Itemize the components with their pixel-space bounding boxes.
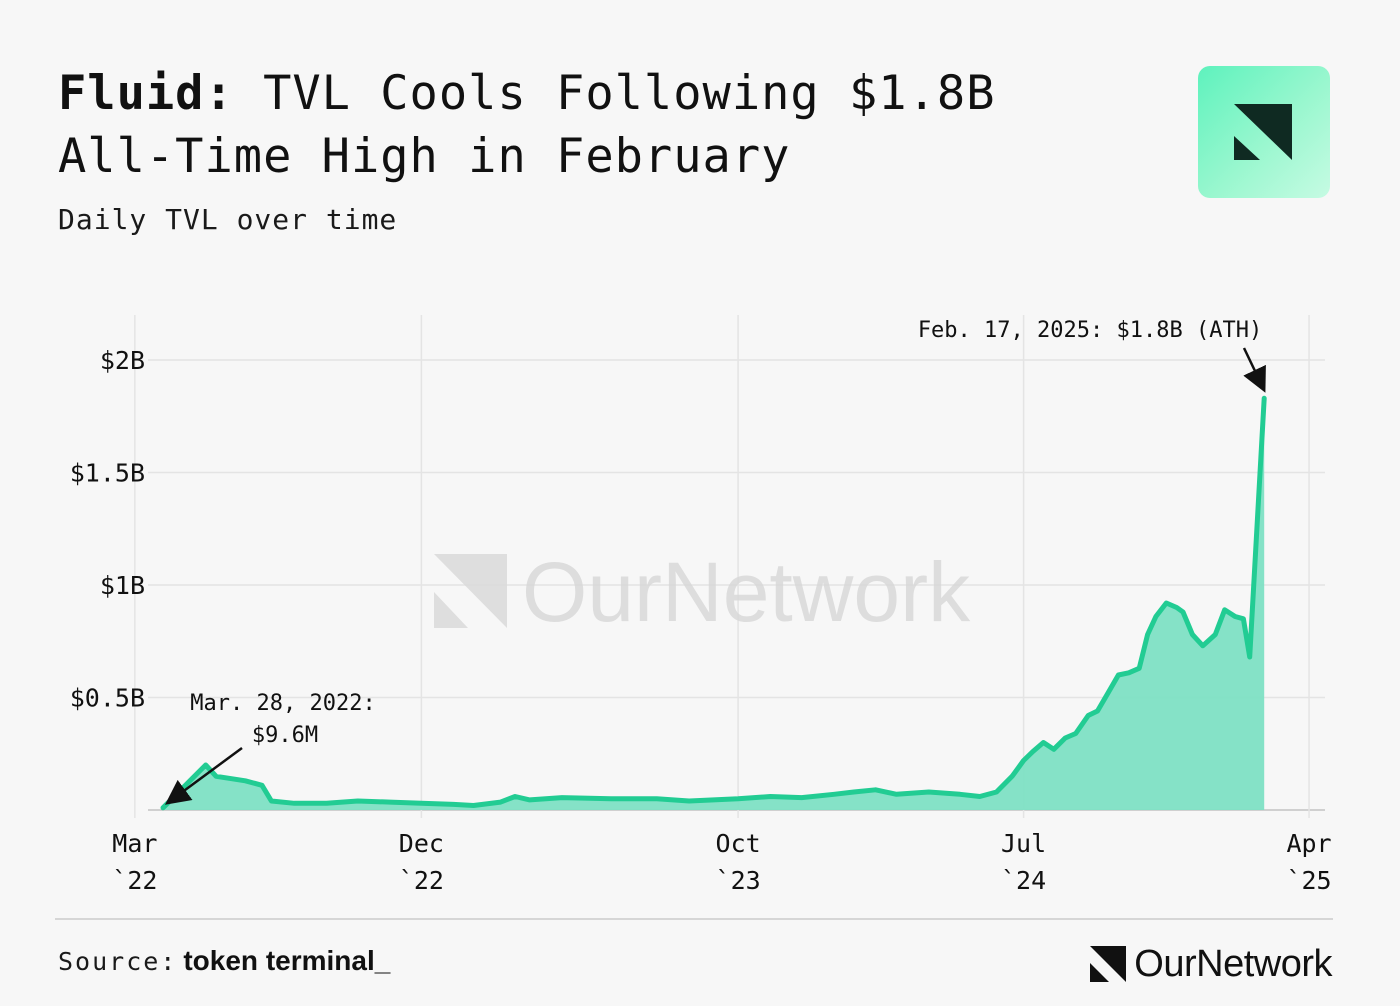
watermark-text: OurNetwork: [522, 545, 971, 639]
x-tick-year-3: `24: [1001, 866, 1046, 895]
chart-subtitle: Daily TVL over time: [58, 203, 398, 236]
title-bold-part: Fluid:: [58, 66, 234, 121]
footer-ournetwork-logo: OurNetwork: [1090, 942, 1332, 986]
x-axis: Mar `22 Dec `22 Oct `23 Jul `24 Apr `25: [112, 829, 1331, 895]
tvl-series-line: [160, 395, 1267, 811]
ournetwork-mark-icon: [1090, 946, 1127, 982]
x-tick-month-2: Oct: [716, 829, 761, 858]
footer-logo-text: OurNetwork: [1134, 942, 1332, 985]
annotations: Mar. 28, 2022: $9.6M Feb. 17, 2025: $1.8B …: [164, 318, 1266, 805]
y-tick-label-3: $2B: [100, 346, 145, 375]
x-tick-month-4: Apr: [1286, 829, 1331, 858]
title-rest-part: TVL Cools Following $1.8B All-Time High …: [58, 66, 996, 184]
annotation-ath-arrow: [1242, 347, 1266, 393]
x-tick-year-1: `22: [399, 866, 444, 895]
watermark: OurNetwork: [434, 545, 971, 639]
annotation-start-line2: $9.6M: [252, 723, 318, 748]
annotation-start-line1: Mar. 28, 2022:: [190, 691, 375, 716]
y-tick-label-0: $0.5B: [70, 684, 145, 713]
source-label: Source:: [58, 947, 178, 976]
ournetwork-logo-icon: [1234, 104, 1292, 160]
x-tick-year-2: `23: [716, 866, 761, 895]
y-axis: $0.5B $1B $1.5B $2B: [70, 346, 145, 713]
tvl-area-fill: [163, 398, 1265, 810]
source-credit: Source: token terminal_: [58, 945, 390, 977]
y-tick-label-1: $1B: [100, 571, 145, 600]
ournetwork-badge: [1198, 66, 1330, 198]
footer-divider: [55, 918, 1333, 920]
x-tick-year-4: `25: [1286, 866, 1331, 895]
x-tick-month-3: Jul: [1001, 829, 1046, 858]
token-terminal-logo: token terminal_: [183, 945, 391, 976]
tvl-area-chart: OurNetwork $0.5B $1B $1.5B $2B Mar `22 Dec `22…: [70, 315, 1332, 895]
annotation-ath-label: Feb. 17, 2025: $1.8B (ATH): [918, 318, 1262, 343]
x-tick-month-1: Dec: [399, 829, 444, 858]
annotation-start-arrow: [164, 746, 243, 805]
x-tick-month-0: Mar: [112, 829, 157, 858]
x-tick-year-0: `22: [112, 866, 157, 895]
y-tick-label-2: $1.5B: [70, 459, 145, 488]
chart-title: Fluid: TVL Cools Following $1.8B All-Tim…: [58, 62, 1138, 188]
